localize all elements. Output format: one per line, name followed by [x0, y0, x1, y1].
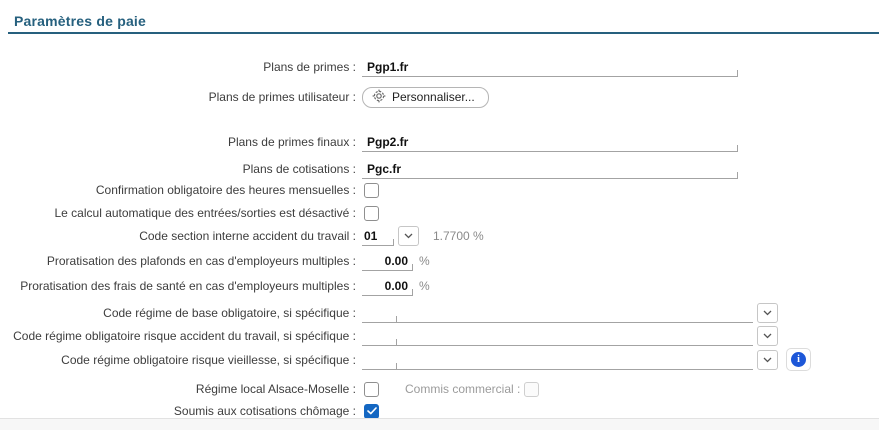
proratisation-frais-sante-label: Proratisation des frais de santé en cas … [20, 279, 356, 293]
title-divider [8, 32, 879, 34]
plans-primes-finaux-label: Plans de primes finaux : [227, 135, 356, 149]
row-code-regime-at: Code régime obligatoire risque accident … [0, 326, 879, 346]
chevron-down-icon [763, 310, 772, 316]
code-regime-vieillesse-dropdown[interactable] [757, 350, 778, 370]
code-regime-at-dropdown[interactable] [757, 326, 778, 346]
soumis-chomage-label: Soumis aux cotisations chômage : [173, 404, 356, 418]
code-regime-base-input[interactable] [362, 304, 753, 323]
page-title: Paramètres de paie [14, 13, 147, 29]
calcul-auto-desactive-checkbox[interactable] [364, 205, 379, 221]
row-plans-primes-finaux: Plans de primes finaux : Pgp2.fr [0, 132, 879, 152]
row-code-section-at: Code section interne accident du travail… [0, 226, 879, 246]
gear-icon [372, 89, 386, 106]
commis-commercial-label: Commis commercial : [405, 382, 521, 396]
personnaliser-button[interactable]: Personnaliser... [362, 86, 489, 108]
row-proratisation-plafonds: Proratisation des plafonds en cas d'empl… [0, 251, 879, 271]
calcul-auto-desactive-label: Le calcul automatique des entrées/sortie… [54, 206, 357, 220]
code-section-at-input[interactable]: 01 [362, 227, 394, 246]
regime-alsace-checkbox[interactable] [364, 381, 379, 397]
code-regime-at-input[interactable] [362, 327, 753, 346]
row-code-regime-vieillesse: Code régime obligatoire risque vieilless… [0, 348, 879, 371]
row-plans-cotisations: Plans de cotisations : Pgc.fr [0, 159, 879, 179]
row-soumis-chomage: Soumis aux cotisations chômage : [0, 401, 879, 421]
proratisation-frais-sante-input[interactable]: 0.00 [362, 277, 413, 296]
chevron-down-icon [763, 357, 772, 363]
chevron-down-icon [763, 333, 772, 339]
row-plans-primes-utilisateur: Plans de primes utilisateur : Personnali… [0, 86, 879, 108]
personnaliser-button-label: Personnaliser... [392, 90, 475, 104]
plans-primes-utilisateur-label: Plans de primes utilisateur : [208, 90, 356, 104]
row-code-regime-base: Code régime de base obligatoire, si spéc… [0, 303, 879, 323]
plans-de-primes-label: Plans de primes : [263, 60, 356, 74]
code-regime-base-dropdown[interactable] [757, 303, 778, 323]
commis-commercial-checkbox [524, 381, 540, 397]
plans-cotisations-label: Plans de cotisations : [242, 162, 356, 176]
plans-cotisations-input[interactable]: Pgc.fr [362, 160, 738, 179]
code-regime-vieillesse-label: Code régime obligatoire risque vieilless… [61, 353, 356, 367]
proratisation-frais-sante-unit: % [419, 279, 430, 293]
row-plans-de-primes: Plans de primes : Pgp1.fr [0, 57, 879, 77]
code-section-at-label: Code section interne accident du travail… [139, 229, 356, 243]
confirmation-heures-checkbox[interactable] [364, 182, 379, 198]
proratisation-plafonds-unit: % [419, 254, 430, 268]
plans-primes-finaux-input[interactable]: Pgp2.fr [362, 133, 738, 152]
code-section-at-rate: 1.7700 % [433, 229, 484, 243]
chevron-down-icon [404, 233, 413, 239]
code-regime-at-label: Code régime obligatoire risque accident … [13, 329, 356, 343]
row-proratisation-frais-sante: Proratisation des frais de santé en cas … [0, 276, 879, 296]
proratisation-plafonds-label: Proratisation des plafonds en cas d'empl… [46, 254, 356, 268]
row-confirmation-heures: Confirmation obligatoire des heures mens… [0, 180, 879, 200]
soumis-chomage-checkbox[interactable] [364, 403, 379, 419]
code-regime-vieillesse-input[interactable] [362, 351, 753, 370]
confirmation-heures-label: Confirmation obligatoire des heures mens… [95, 183, 356, 197]
info-icon: i [791, 352, 806, 367]
row-calcul-auto-desactive: Le calcul automatique des entrées/sortie… [0, 203, 879, 223]
code-regime-base-label: Code régime de base obligatoire, si spéc… [103, 306, 356, 320]
regime-alsace-label: Régime local Alsace-Moselle : [195, 382, 356, 396]
code-section-at-dropdown[interactable] [398, 226, 419, 246]
info-button[interactable]: i [786, 348, 811, 371]
plans-de-primes-input[interactable]: Pgp1.fr [362, 58, 738, 77]
row-regime-alsace: Régime local Alsace-Moselle : Commis com… [0, 379, 879, 399]
bottom-status-strip [0, 418, 879, 430]
proratisation-plafonds-input[interactable]: 0.00 [362, 252, 413, 271]
